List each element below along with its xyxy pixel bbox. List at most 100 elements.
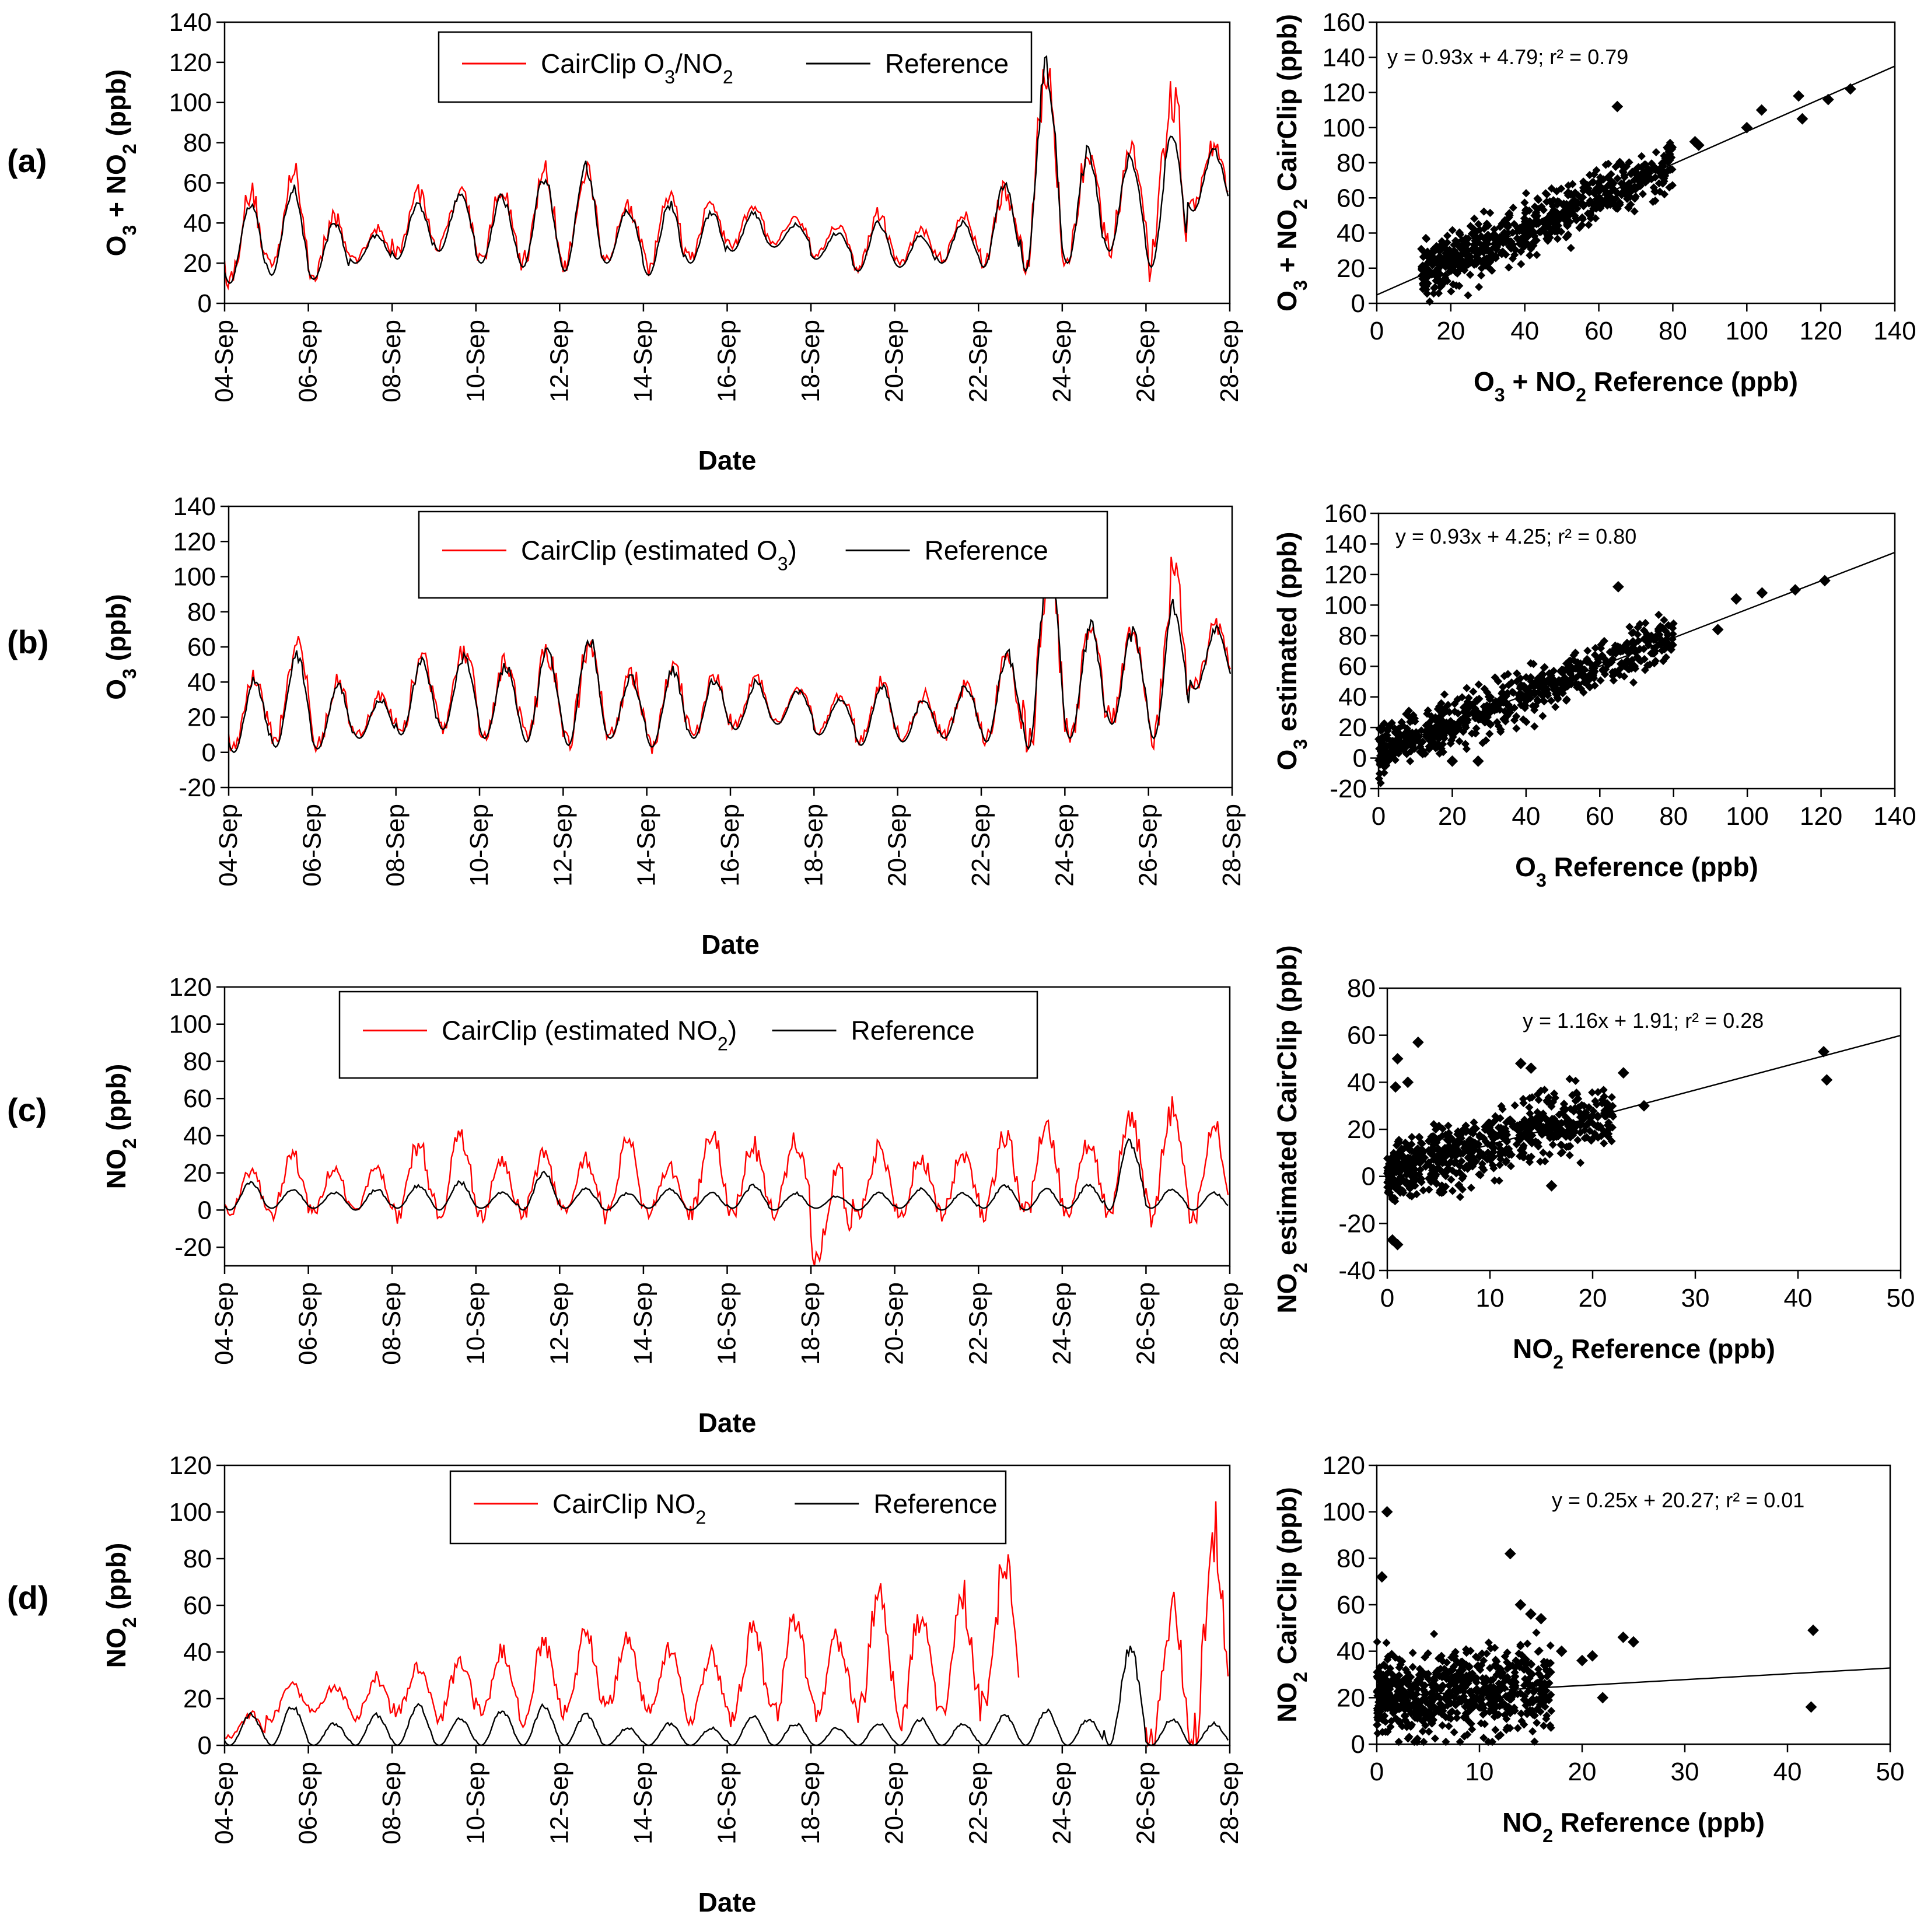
x-tick-label: 12-Sep xyxy=(545,1762,573,1845)
subscript: 3 xyxy=(1290,280,1311,290)
y-tick-label: 0 xyxy=(198,1196,212,1224)
y-tick-label: 60 xyxy=(1347,1021,1376,1050)
scatter-point xyxy=(1408,1133,1416,1142)
scatter-point xyxy=(1505,263,1513,272)
y-tick-label: 20 xyxy=(1337,254,1365,283)
x-tick-label: 10 xyxy=(1476,1284,1505,1312)
x-tick-label: 22-Sep xyxy=(964,320,992,402)
x-tick-label: 0 xyxy=(1372,802,1386,831)
scatter-point xyxy=(1541,1157,1549,1166)
y-tick-label: 40 xyxy=(1337,1637,1365,1666)
legend: CairClip (estimated O3) Reference xyxy=(418,510,1108,599)
y-axis-title: O3 + NO2 CairClip (ppb) xyxy=(1272,14,1311,312)
scatter-point xyxy=(1641,619,1650,628)
scatter-point-outlier xyxy=(1617,1067,1629,1079)
subscript: 2 xyxy=(1290,1672,1311,1682)
text-span: NO xyxy=(1513,1334,1553,1364)
y-tick-label: 0 xyxy=(1362,1163,1376,1191)
x-tick-label: 26-Sep xyxy=(1131,1282,1160,1365)
scatter-point-outlier xyxy=(1756,587,1768,599)
x-tick-label: 80 xyxy=(1659,317,1687,345)
scatter-point xyxy=(1526,251,1534,260)
timeseries-chart-d: 0 20 40 60 80 100 120 04-Sep 06-Sep 08-Sep 10-Sep 1… xyxy=(101,1451,1244,1917)
y-tick-label: 80 xyxy=(187,598,216,626)
x-tick-label: 140 xyxy=(1873,802,1916,831)
x-tick-label: 10-Sep xyxy=(461,320,490,402)
x-axis-title: Date xyxy=(698,445,757,475)
subscript: 2 xyxy=(119,1617,140,1628)
legend-label-reference: Reference xyxy=(873,1489,997,1519)
panel-letter-c: (c) xyxy=(7,1091,47,1128)
y-tick-label: 40 xyxy=(183,1638,212,1667)
scatter-point xyxy=(1538,712,1547,720)
scatter-point xyxy=(1467,1184,1475,1192)
text-span: estimated CairClip (ppb) xyxy=(1272,945,1302,1262)
panel-letter-b: (b) xyxy=(7,624,49,660)
y-tick-label: 80 xyxy=(1338,622,1367,650)
y-tick-label: 80 xyxy=(183,1545,212,1573)
series-line-reference xyxy=(223,55,1229,285)
x-tick-label: 16-Sep xyxy=(713,1762,741,1845)
scatter-point xyxy=(1512,724,1521,733)
panel-letter-a: (a) xyxy=(7,142,47,179)
regression-equation: y = 0.93x + 4.25; r² = 0.80 xyxy=(1395,524,1636,548)
y-tick-label: 80 xyxy=(1337,1544,1365,1573)
scatter-point xyxy=(1521,189,1531,198)
scatter-point-outlier xyxy=(1525,1608,1537,1620)
scatter-point xyxy=(1450,1728,1458,1737)
x-tick-label: 28-Sep xyxy=(1215,1762,1244,1845)
x-tick-label: 0 xyxy=(1370,1758,1384,1786)
y-tick-label: 0 xyxy=(202,738,216,767)
legend-label-sensor: CairClip O3/NO2 xyxy=(541,48,733,88)
y-tick-label: 20 xyxy=(187,704,216,732)
text-span: NO xyxy=(1502,1807,1542,1838)
x-tick-label: 50 xyxy=(1887,1284,1915,1312)
scatter-point xyxy=(1652,148,1660,156)
scatter-chart-a: 0 20 40 60 80 100 120 140 160 0 20 40 60 80 100 120 140 O… xyxy=(1272,8,1916,405)
scatter-point xyxy=(1545,1150,1554,1158)
x-tick-label: 04-Sep xyxy=(210,1282,239,1365)
scatter-point-outlier xyxy=(1391,1053,1404,1065)
y-tick-label: 40 xyxy=(183,209,212,237)
text-span: NO xyxy=(101,1149,131,1189)
scatter-point xyxy=(1510,1101,1519,1110)
scatter-point xyxy=(1475,282,1484,292)
x-tick-label: 10 xyxy=(1465,1758,1494,1786)
scatter-point xyxy=(1576,1158,1585,1167)
scatter-point xyxy=(1607,1093,1616,1101)
y-tick-label: 20 xyxy=(1337,1684,1365,1712)
x-tick-label: 06-Sep xyxy=(294,1762,323,1845)
x-tick-label: 08-Sep xyxy=(377,1282,406,1365)
scatter-point xyxy=(1532,1628,1541,1637)
y-tick-label: -20 xyxy=(179,774,216,802)
x-tick-label: 40 xyxy=(1510,317,1539,345)
regression-equation: y = 0.25x + 20.27; r² = 0.01 xyxy=(1552,1488,1804,1512)
x-tick-label: 06-Sep xyxy=(298,804,326,887)
x-tick-label: 08-Sep xyxy=(377,320,406,402)
x-tick-label: 12-Sep xyxy=(548,804,577,887)
y-tick-label: 80 xyxy=(183,129,212,158)
scatter-point xyxy=(1448,226,1457,235)
x-tick-label: 10-Sep xyxy=(461,1282,490,1365)
regression-equation: y = 0.93x + 4.79; r² = 0.79 xyxy=(1387,45,1628,69)
text-span: CairClip (ppb) xyxy=(1272,14,1302,199)
x-tick-label: 24-Sep xyxy=(1048,1762,1076,1845)
scatter-point-outlier xyxy=(1586,1650,1598,1662)
y-tick-label: 60 xyxy=(187,633,216,662)
y-axis-title: NO2 (ppb) xyxy=(101,1064,140,1189)
legend-label-reference: Reference xyxy=(925,536,1048,566)
y-axis-title: O3 + NO2 (ppb) xyxy=(101,69,140,257)
text-span: O xyxy=(1272,750,1302,771)
scatter-point-outlier xyxy=(1689,136,1701,148)
x-tick-label: 22-Sep xyxy=(964,1762,992,1845)
scatter-point-outlier xyxy=(1821,1074,1833,1086)
scatter-point xyxy=(1600,1139,1608,1148)
x-tick-label: 28-Sep xyxy=(1215,1282,1244,1365)
y-tick-label: 120 xyxy=(1324,561,1367,589)
scatter-point-outlier xyxy=(1545,1180,1558,1192)
x-tick-label: 20 xyxy=(1436,317,1465,345)
text-span: O xyxy=(1515,852,1536,882)
scatter-point-outlier xyxy=(1472,755,1484,767)
